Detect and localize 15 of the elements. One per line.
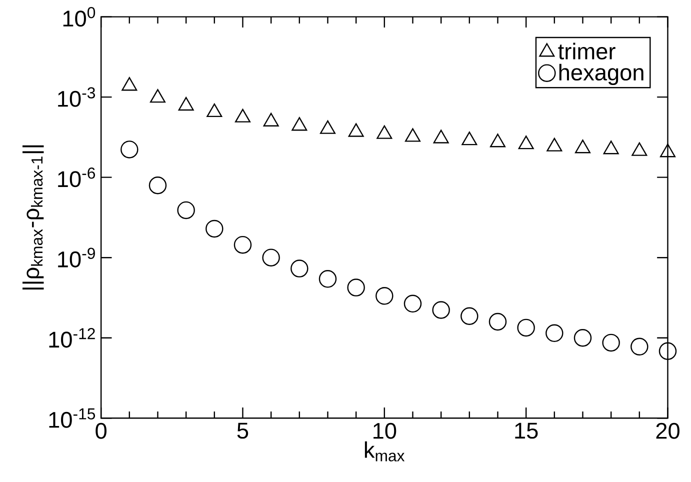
x-tick-label: 0 — [96, 422, 106, 439]
x-axis-title: k$_{max}$ — [364, 441, 405, 462]
y-tick-label: 10$^{-9}$ — [58, 248, 95, 268]
y-tick-label: 10$^{0}$ — [63, 6, 96, 27]
legend-label: trimer — [558, 42, 616, 60]
x-tick-label: 15 — [515, 422, 538, 439]
y-tick-label: 10$^{-15}$ — [49, 408, 96, 428]
x-tick-label: 20 — [656, 422, 680, 439]
y-axis-title: ||ρ$_{kmax}$-ρ$_{kmax-1}$|| — [22, 145, 44, 290]
y-tick-label: 10$^{-6}$ — [58, 168, 96, 188]
y-tick-label: 10$^{-3}$ — [58, 87, 96, 107]
y-tick-label: 10$^{-12}$ — [49, 328, 95, 348]
legend-label: hexagon — [559, 64, 644, 86]
x-tick-label: 5 — [237, 422, 248, 439]
x-tick-label: 10 — [374, 422, 396, 439]
